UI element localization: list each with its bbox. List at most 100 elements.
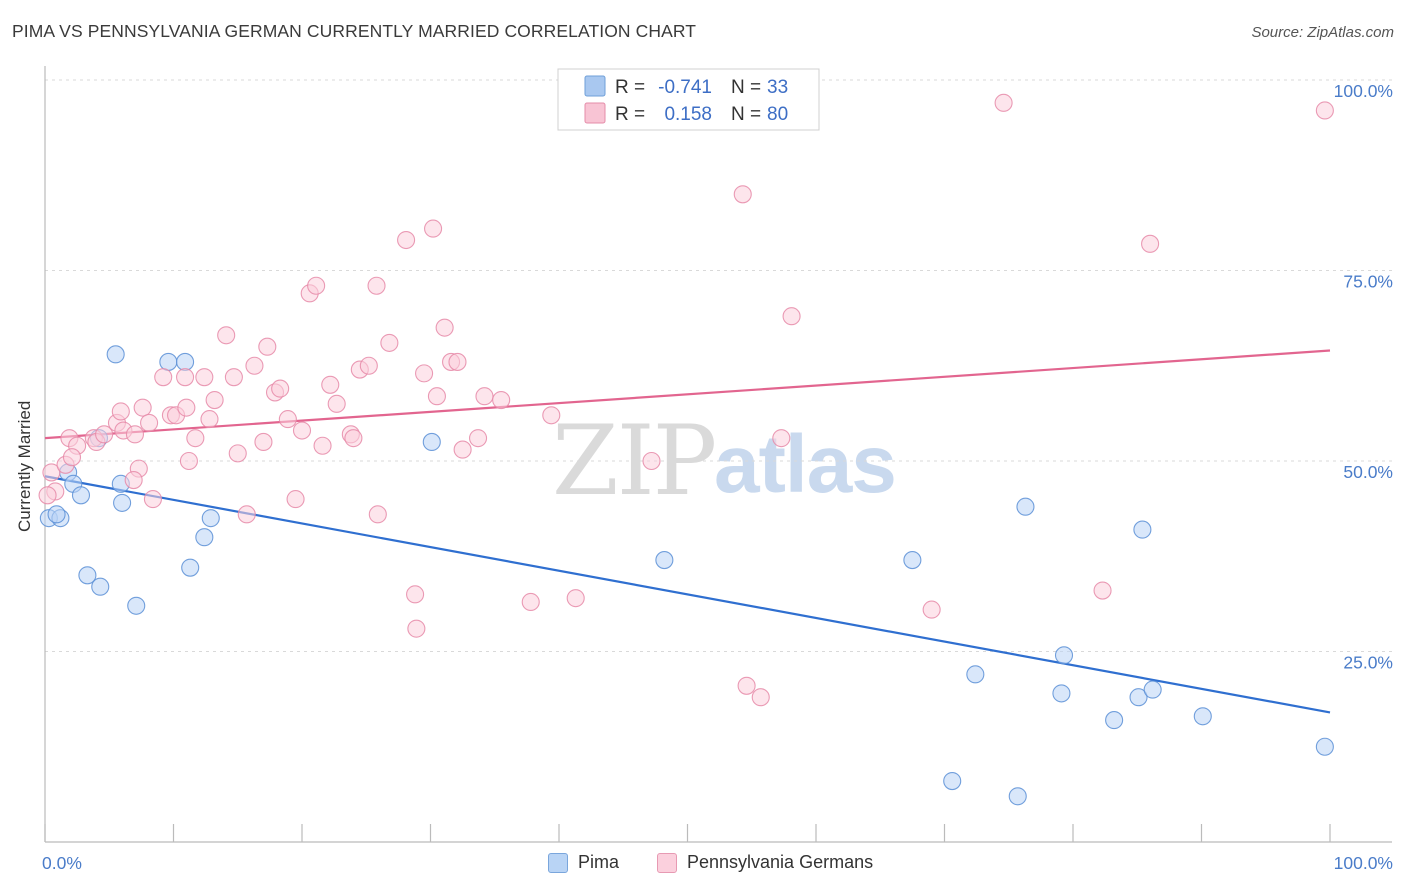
pennsylvania-germans-point	[258, 337, 277, 356]
pennsylvania-germans-point	[271, 379, 290, 398]
pima-point	[201, 509, 220, 528]
y-tick-label-75: 75.0%	[1343, 272, 1393, 292]
stats-n-label-1: N =	[731, 104, 761, 125]
pima-point	[195, 528, 214, 547]
pima-point	[1133, 520, 1152, 539]
pennsylvania-germans-point	[42, 463, 61, 482]
pima-point	[1315, 737, 1334, 756]
stats-n-value-1: 80	[767, 104, 788, 125]
legend-item-pima[interactable]: Pima	[548, 852, 619, 873]
x-tick-labels: 0.0% 100.0%	[42, 853, 1393, 873]
stats-r-value-0: -0.741	[658, 77, 712, 98]
pennsylvania-germans-point	[140, 413, 159, 432]
pennsylvania-germans-point	[453, 440, 472, 459]
pima-trend-line	[44, 475, 1331, 714]
pennsylvania-germans-point	[179, 451, 198, 471]
pima-point	[47, 505, 66, 524]
pennsylvania-germans-point	[292, 421, 312, 440]
pennsylvania-germans-point	[133, 398, 152, 417]
pennsylvania-germans-point	[125, 425, 144, 444]
pennsylvania-germans-point	[521, 592, 540, 612]
bottom-legend: Pima Pennsylvania Germans	[0, 852, 1406, 878]
pima-point	[71, 486, 91, 505]
legend-label-pennsylvania-germans: Pennsylvania Germans	[687, 852, 874, 872]
pennsylvania-germans-point	[143, 490, 162, 509]
pennsylvania-germans-point	[468, 429, 488, 448]
pennsylvania-germans-point	[782, 307, 801, 326]
trend-lines	[44, 349, 1331, 714]
pima-point	[1129, 688, 1148, 707]
pennsylvania-germans-point	[321, 375, 340, 394]
pennsylvania-germans-point	[278, 410, 297, 429]
legend-swatch-pennsylvania-germans	[657, 852, 677, 873]
stats-n-value-0: 33	[767, 77, 788, 98]
pennsylvania-germans-point	[359, 356, 378, 375]
pennsylvania-germans-point	[737, 676, 756, 695]
pima-point	[903, 551, 922, 570]
pennsylvania-germans-point	[62, 448, 82, 467]
pennsylvania-germans-point	[176, 368, 195, 387]
pennsylvania-germans-trend-line	[44, 349, 1331, 440]
pennsylvania-germans-point	[448, 352, 467, 371]
pennsylvania-germans-point	[492, 390, 511, 410]
pennsylvania-germans-point	[922, 600, 941, 619]
axes	[44, 66, 1392, 843]
pennsylvania-germans-point	[642, 451, 661, 471]
pennsylvania-germans-point	[406, 585, 425, 604]
pennsylvania-germans-point	[751, 688, 770, 707]
pennsylvania-germans-point	[772, 429, 791, 448]
x-tick-label-100: 100.0%	[1334, 853, 1393, 873]
pennsylvania-germans-point	[397, 230, 416, 250]
pennsylvania-germans-point	[994, 93, 1013, 112]
pennsylvania-germans-point	[1093, 581, 1112, 600]
pennsylvania-germans-point	[245, 356, 264, 375]
legend-swatch-pima	[548, 852, 568, 873]
pennsylvania-germans-point	[217, 326, 236, 345]
pennsylvania-germans-point	[237, 505, 256, 524]
stats-r-label-1: R =	[615, 104, 645, 125]
pennsylvania-germans-point	[205, 390, 224, 410]
y-tick-label-50: 50.0%	[1343, 462, 1393, 482]
pennsylvania-germans-point	[254, 432, 273, 452]
x-tick-label-0: 0.0%	[42, 853, 82, 873]
pennsylvania-germans-point	[367, 276, 386, 295]
pennsylvania-germans-point	[475, 387, 494, 406]
pennsylvania-germans-point	[733, 185, 752, 204]
pima-point	[176, 352, 195, 371]
pennsylvania-germans-point	[154, 368, 173, 387]
pennsylvania-germans-point	[95, 425, 114, 444]
pennsylvania-germans-point	[427, 387, 446, 406]
pima-point	[422, 432, 441, 452]
pima-point	[966, 665, 985, 684]
pima-point	[106, 345, 125, 364]
pennsylvania-germans-point	[435, 318, 454, 337]
y-tick-label-25: 25.0%	[1343, 653, 1393, 673]
data-points	[38, 93, 1334, 806]
pima-point	[943, 771, 962, 791]
pima-point	[91, 577, 110, 596]
pennsylvania-germans-point	[38, 486, 57, 505]
stats-n-label-0: N =	[731, 77, 761, 98]
pennsylvania-germans-point	[407, 619, 426, 638]
pennsylvania-germans-point	[1315, 101, 1334, 120]
stats-swatch-1	[584, 102, 606, 124]
pima-point	[127, 596, 146, 615]
pima-point	[1052, 684, 1071, 703]
pennsylvania-germans-point	[228, 444, 247, 463]
chart-title: PIMA VS PENNSYLVANIA GERMAN CURRENTLY MA…	[12, 21, 697, 41]
y-tick-labels: 25.0% 50.0% 75.0% 100.0%	[1334, 81, 1393, 673]
pima-point	[181, 558, 200, 577]
pennsylvania-germans-point	[368, 505, 387, 524]
pima-point	[1054, 646, 1074, 665]
y-tick-label-100: 100.0%	[1334, 81, 1393, 101]
pennsylvania-germans-point	[415, 364, 434, 383]
pennsylvania-germans-point	[542, 406, 561, 425]
pima-point	[159, 352, 178, 371]
legend-item-pennsylvania-germans[interactable]: Pennsylvania Germans	[657, 852, 873, 873]
pennsylvania-germans-point	[286, 490, 305, 509]
pennsylvania-germans-point	[124, 470, 143, 490]
pennsylvania-germans-point	[111, 402, 130, 421]
pennsylvania-germans-point	[313, 436, 332, 455]
stats-swatch-0	[584, 75, 606, 97]
